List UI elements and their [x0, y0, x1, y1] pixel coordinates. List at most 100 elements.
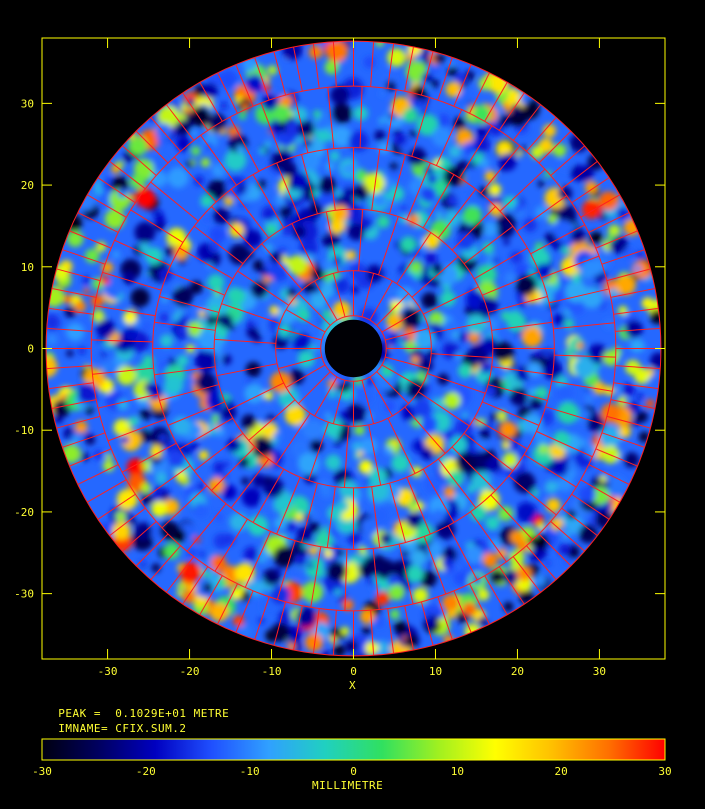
surface-blob — [556, 475, 574, 492]
surface-blob — [245, 361, 261, 378]
surface-blob — [431, 263, 443, 275]
surface-blob — [478, 186, 490, 198]
surface-blob — [264, 140, 272, 148]
surface-blob — [400, 205, 407, 212]
surface-blob — [379, 90, 386, 98]
surface-blob — [544, 480, 559, 494]
surface-blob — [222, 565, 238, 582]
panel-ray — [193, 432, 244, 472]
surface-blob — [347, 223, 366, 241]
panel-ray — [235, 64, 254, 107]
surface-blob — [438, 454, 448, 464]
panel-ray — [561, 160, 598, 190]
panel-ray — [368, 424, 382, 486]
surface-blob — [172, 286, 194, 307]
panel-ray — [114, 239, 171, 267]
surface-blob — [95, 241, 107, 252]
surface-blob — [287, 255, 308, 275]
panel-ray — [301, 482, 318, 543]
surface-blob — [532, 443, 555, 466]
surface-blob — [245, 74, 264, 93]
surface-blob — [281, 222, 295, 236]
panel-ray — [550, 521, 585, 552]
surface-blob — [471, 471, 491, 492]
panel-ray — [469, 72, 490, 114]
surface-blob — [210, 603, 229, 622]
surface-blob — [521, 326, 543, 348]
dish-map — [46, 41, 661, 656]
surface-blob — [209, 226, 226, 243]
surface-blob — [193, 502, 209, 518]
y-tick-label: -10 — [14, 424, 34, 437]
surface-blob — [363, 56, 376, 69]
surface-blob — [388, 168, 400, 181]
panel-ray — [615, 327, 661, 332]
panel-ray — [610, 399, 656, 409]
panel-ray — [97, 393, 159, 409]
panel-ray — [179, 247, 234, 280]
surface-blob — [284, 120, 304, 139]
panel-ray — [92, 367, 154, 375]
surface-blob — [587, 258, 605, 276]
panel-ray — [46, 327, 92, 332]
surface-blob — [410, 549, 427, 567]
surface-blob — [448, 145, 462, 159]
surface-blob — [273, 546, 295, 568]
panel-ray — [314, 376, 338, 417]
panel-ray — [571, 177, 610, 204]
surface-blob — [454, 352, 463, 361]
panel-ray — [469, 583, 490, 625]
surface-blob — [158, 434, 167, 443]
panel-ray — [150, 545, 181, 580]
panel-ray — [199, 82, 223, 122]
surface-blob — [504, 272, 517, 285]
surface-blob — [167, 167, 189, 189]
surface-blob — [304, 633, 324, 652]
panel-ray — [541, 255, 600, 279]
surface-blob — [625, 359, 641, 376]
surface-blob — [159, 334, 174, 348]
panel-ray — [200, 134, 237, 186]
surface-blob — [195, 372, 217, 393]
panel-ray — [252, 468, 285, 523]
surface-blob — [424, 611, 432, 619]
surface-blob — [447, 470, 464, 487]
panel-ray — [385, 89, 397, 151]
surface-blob — [409, 500, 418, 509]
panel-ray — [369, 376, 393, 417]
surface-blob — [465, 545, 484, 564]
panel-ray — [406, 477, 431, 535]
surface-blob — [206, 390, 223, 406]
surface-blob — [241, 487, 262, 508]
surface-blob — [207, 113, 227, 133]
x-tick-label: -30 — [98, 665, 118, 678]
panel-ray — [490, 494, 534, 541]
surface-blob — [593, 480, 601, 489]
panel-ray — [291, 223, 320, 279]
panel-ray — [244, 531, 272, 588]
panel-ray — [538, 130, 572, 164]
panel-ray — [327, 87, 335, 149]
surface-blob — [322, 309, 332, 319]
surface-blob — [452, 331, 460, 339]
panel-ray — [376, 293, 409, 326]
surface-blob — [284, 404, 306, 426]
panel-ray — [97, 177, 136, 204]
panel-ray — [369, 280, 393, 321]
imname-label: IMNAME= — [58, 722, 109, 735]
surface-blob — [424, 476, 443, 494]
surface-blob — [224, 196, 234, 206]
panel-ray — [62, 249, 106, 265]
panel-ray — [254, 596, 270, 640]
surface-blob — [462, 205, 482, 225]
y-tick-label: 20 — [21, 179, 34, 192]
surface-blob — [292, 225, 306, 239]
surface-blob — [615, 274, 636, 296]
surface-blob — [433, 52, 446, 64]
surface-blob — [159, 313, 169, 323]
peak-annotation: PEAK = 0.1029E+01 METRE — [44, 694, 229, 720]
surface-blob — [195, 301, 206, 312]
surface-blob — [552, 143, 567, 158]
surface-blob — [243, 229, 262, 248]
surface-blob — [150, 113, 159, 122]
